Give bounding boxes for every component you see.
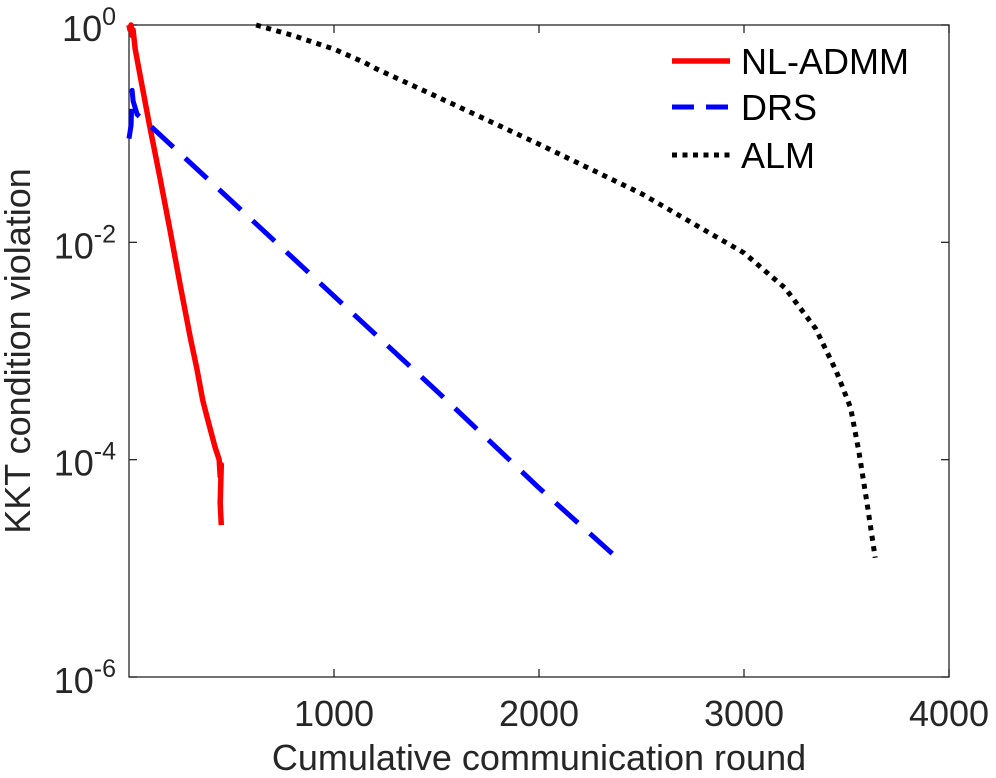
x-tick-label: 1000 [294, 693, 374, 734]
series-line-alm [255, 22, 878, 559]
series-layer [126, 22, 878, 560]
series-line-nl-admm [126, 22, 225, 526]
x-tick-label: 3000 [704, 693, 784, 734]
legend-label: ALM [741, 135, 815, 176]
y-axis-title: KKT condition violation [0, 168, 38, 534]
series-line-drs [126, 87, 619, 560]
legend: NL-ADMM DRS ALM [672, 41, 909, 176]
plot-frame [128, 24, 950, 678]
y-tick-label: 10-4 [54, 438, 116, 484]
plot-area [128, 24, 950, 678]
y-tick-label: 10-2 [54, 220, 116, 266]
x-tick-label: 4000 [909, 693, 989, 734]
y-tick-label: 100 [62, 3, 116, 49]
legend-label: NL-ADMM [741, 41, 909, 82]
x-tick-label: 2000 [499, 693, 579, 734]
legend-label: DRS [741, 87, 817, 128]
x-axis-title: Cumulative communication round [272, 737, 806, 778]
axis-ticks: 1000 2000 3000 4000 10-6 10-4 10-2 100 [54, 3, 989, 734]
y-tick-label: 10-6 [54, 655, 116, 701]
